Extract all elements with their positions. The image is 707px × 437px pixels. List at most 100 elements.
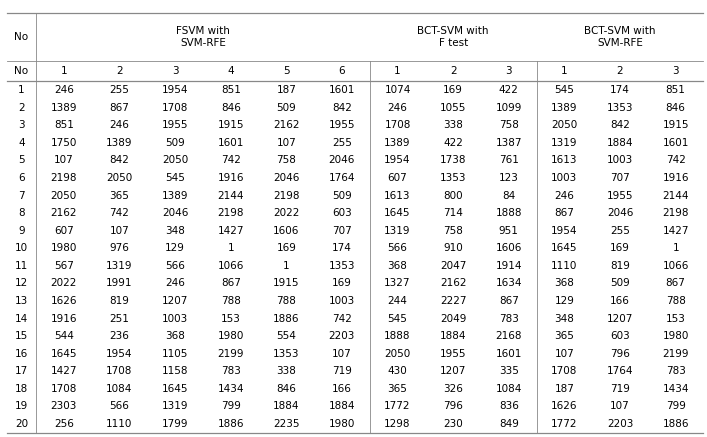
Text: 14: 14 bbox=[15, 313, 28, 323]
Text: 1003: 1003 bbox=[607, 156, 633, 166]
Text: 129: 129 bbox=[165, 243, 185, 253]
Text: 9: 9 bbox=[18, 226, 25, 236]
Text: 2046: 2046 bbox=[162, 208, 188, 218]
Text: 1319: 1319 bbox=[551, 138, 578, 148]
Text: 758: 758 bbox=[443, 226, 463, 236]
Text: 867: 867 bbox=[110, 103, 129, 113]
Text: 846: 846 bbox=[276, 384, 296, 394]
Text: 783: 783 bbox=[499, 313, 519, 323]
Text: 1: 1 bbox=[672, 243, 679, 253]
Text: 1626: 1626 bbox=[51, 296, 77, 306]
Text: 2050: 2050 bbox=[385, 349, 411, 359]
Text: 910: 910 bbox=[443, 243, 463, 253]
Text: 1434: 1434 bbox=[218, 384, 244, 394]
Text: 20: 20 bbox=[15, 419, 28, 429]
Text: 1353: 1353 bbox=[440, 173, 467, 183]
Text: 1886: 1886 bbox=[218, 419, 244, 429]
Text: 2144: 2144 bbox=[218, 191, 244, 201]
Text: 846: 846 bbox=[666, 103, 686, 113]
Text: 174: 174 bbox=[332, 243, 352, 253]
Text: 2168: 2168 bbox=[496, 331, 522, 341]
Text: 851: 851 bbox=[666, 85, 686, 95]
Text: 2050: 2050 bbox=[162, 156, 188, 166]
Text: 1738: 1738 bbox=[440, 156, 467, 166]
Text: 1772: 1772 bbox=[385, 401, 411, 411]
Text: 3: 3 bbox=[506, 66, 512, 76]
Text: 788: 788 bbox=[276, 296, 296, 306]
Text: 2050: 2050 bbox=[551, 120, 578, 130]
Text: 348: 348 bbox=[165, 226, 185, 236]
Text: 1084: 1084 bbox=[106, 384, 133, 394]
Text: 1319: 1319 bbox=[385, 226, 411, 236]
Text: 1207: 1207 bbox=[607, 313, 633, 323]
Text: 1003: 1003 bbox=[329, 296, 355, 306]
Text: 1888: 1888 bbox=[496, 208, 522, 218]
Text: 1110: 1110 bbox=[106, 419, 133, 429]
Text: 1915: 1915 bbox=[662, 120, 689, 130]
Text: 2235: 2235 bbox=[273, 419, 300, 429]
Text: 842: 842 bbox=[332, 103, 352, 113]
Text: 335: 335 bbox=[499, 366, 519, 376]
Text: 1427: 1427 bbox=[662, 226, 689, 236]
Text: 6: 6 bbox=[339, 66, 345, 76]
Text: 1634: 1634 bbox=[496, 278, 522, 288]
Text: 1: 1 bbox=[283, 261, 290, 271]
Text: 819: 819 bbox=[110, 296, 129, 306]
Text: 4: 4 bbox=[228, 66, 234, 76]
Text: 1980: 1980 bbox=[662, 331, 689, 341]
Text: 1886: 1886 bbox=[662, 419, 689, 429]
Text: 2198: 2198 bbox=[51, 173, 77, 183]
Text: 566: 566 bbox=[387, 243, 407, 253]
Text: 1915: 1915 bbox=[218, 120, 244, 130]
Text: 1954: 1954 bbox=[162, 85, 188, 95]
Text: 1980: 1980 bbox=[218, 331, 244, 341]
Text: 12: 12 bbox=[15, 278, 28, 288]
Text: 1: 1 bbox=[228, 243, 234, 253]
Text: 1601: 1601 bbox=[496, 349, 522, 359]
Text: 2162: 2162 bbox=[440, 278, 467, 288]
Text: 8: 8 bbox=[18, 208, 25, 218]
Text: 714: 714 bbox=[443, 208, 463, 218]
Text: 707: 707 bbox=[332, 226, 352, 236]
Text: 1708: 1708 bbox=[51, 384, 77, 394]
Text: 84: 84 bbox=[502, 191, 515, 201]
Text: 107: 107 bbox=[110, 226, 129, 236]
Text: 842: 842 bbox=[610, 120, 630, 130]
Text: 545: 545 bbox=[387, 313, 407, 323]
Text: 1207: 1207 bbox=[162, 296, 188, 306]
Text: 1055: 1055 bbox=[440, 103, 467, 113]
Text: 1884: 1884 bbox=[607, 138, 633, 148]
Text: 2: 2 bbox=[116, 66, 123, 76]
Text: 107: 107 bbox=[332, 349, 352, 359]
Text: 1708: 1708 bbox=[106, 366, 133, 376]
Text: 5: 5 bbox=[18, 156, 25, 166]
Text: 509: 509 bbox=[276, 103, 296, 113]
Text: 1389: 1389 bbox=[551, 103, 578, 113]
Text: 4: 4 bbox=[18, 138, 25, 148]
Text: 742: 742 bbox=[110, 208, 129, 218]
Text: 2144: 2144 bbox=[662, 191, 689, 201]
Text: 783: 783 bbox=[666, 366, 686, 376]
Text: 1319: 1319 bbox=[106, 261, 133, 271]
Text: 251: 251 bbox=[110, 313, 129, 323]
Text: 819: 819 bbox=[610, 261, 630, 271]
Text: 796: 796 bbox=[443, 401, 463, 411]
Text: 5: 5 bbox=[283, 66, 290, 76]
Text: 187: 187 bbox=[276, 85, 296, 95]
Text: 1389: 1389 bbox=[106, 138, 133, 148]
Text: 2050: 2050 bbox=[51, 191, 77, 201]
Text: 1105: 1105 bbox=[162, 349, 188, 359]
Text: 2046: 2046 bbox=[329, 156, 355, 166]
Text: 1645: 1645 bbox=[51, 349, 77, 359]
Text: 1916: 1916 bbox=[51, 313, 77, 323]
Text: 1601: 1601 bbox=[329, 85, 355, 95]
Text: 1613: 1613 bbox=[385, 191, 411, 201]
Text: 545: 545 bbox=[165, 173, 185, 183]
Text: 18: 18 bbox=[15, 384, 28, 394]
Text: 230: 230 bbox=[443, 419, 463, 429]
Text: 761: 761 bbox=[499, 156, 519, 166]
Text: 16: 16 bbox=[15, 349, 28, 359]
Text: 509: 509 bbox=[610, 278, 630, 288]
Text: 1955: 1955 bbox=[162, 120, 188, 130]
Text: 166: 166 bbox=[610, 296, 630, 306]
